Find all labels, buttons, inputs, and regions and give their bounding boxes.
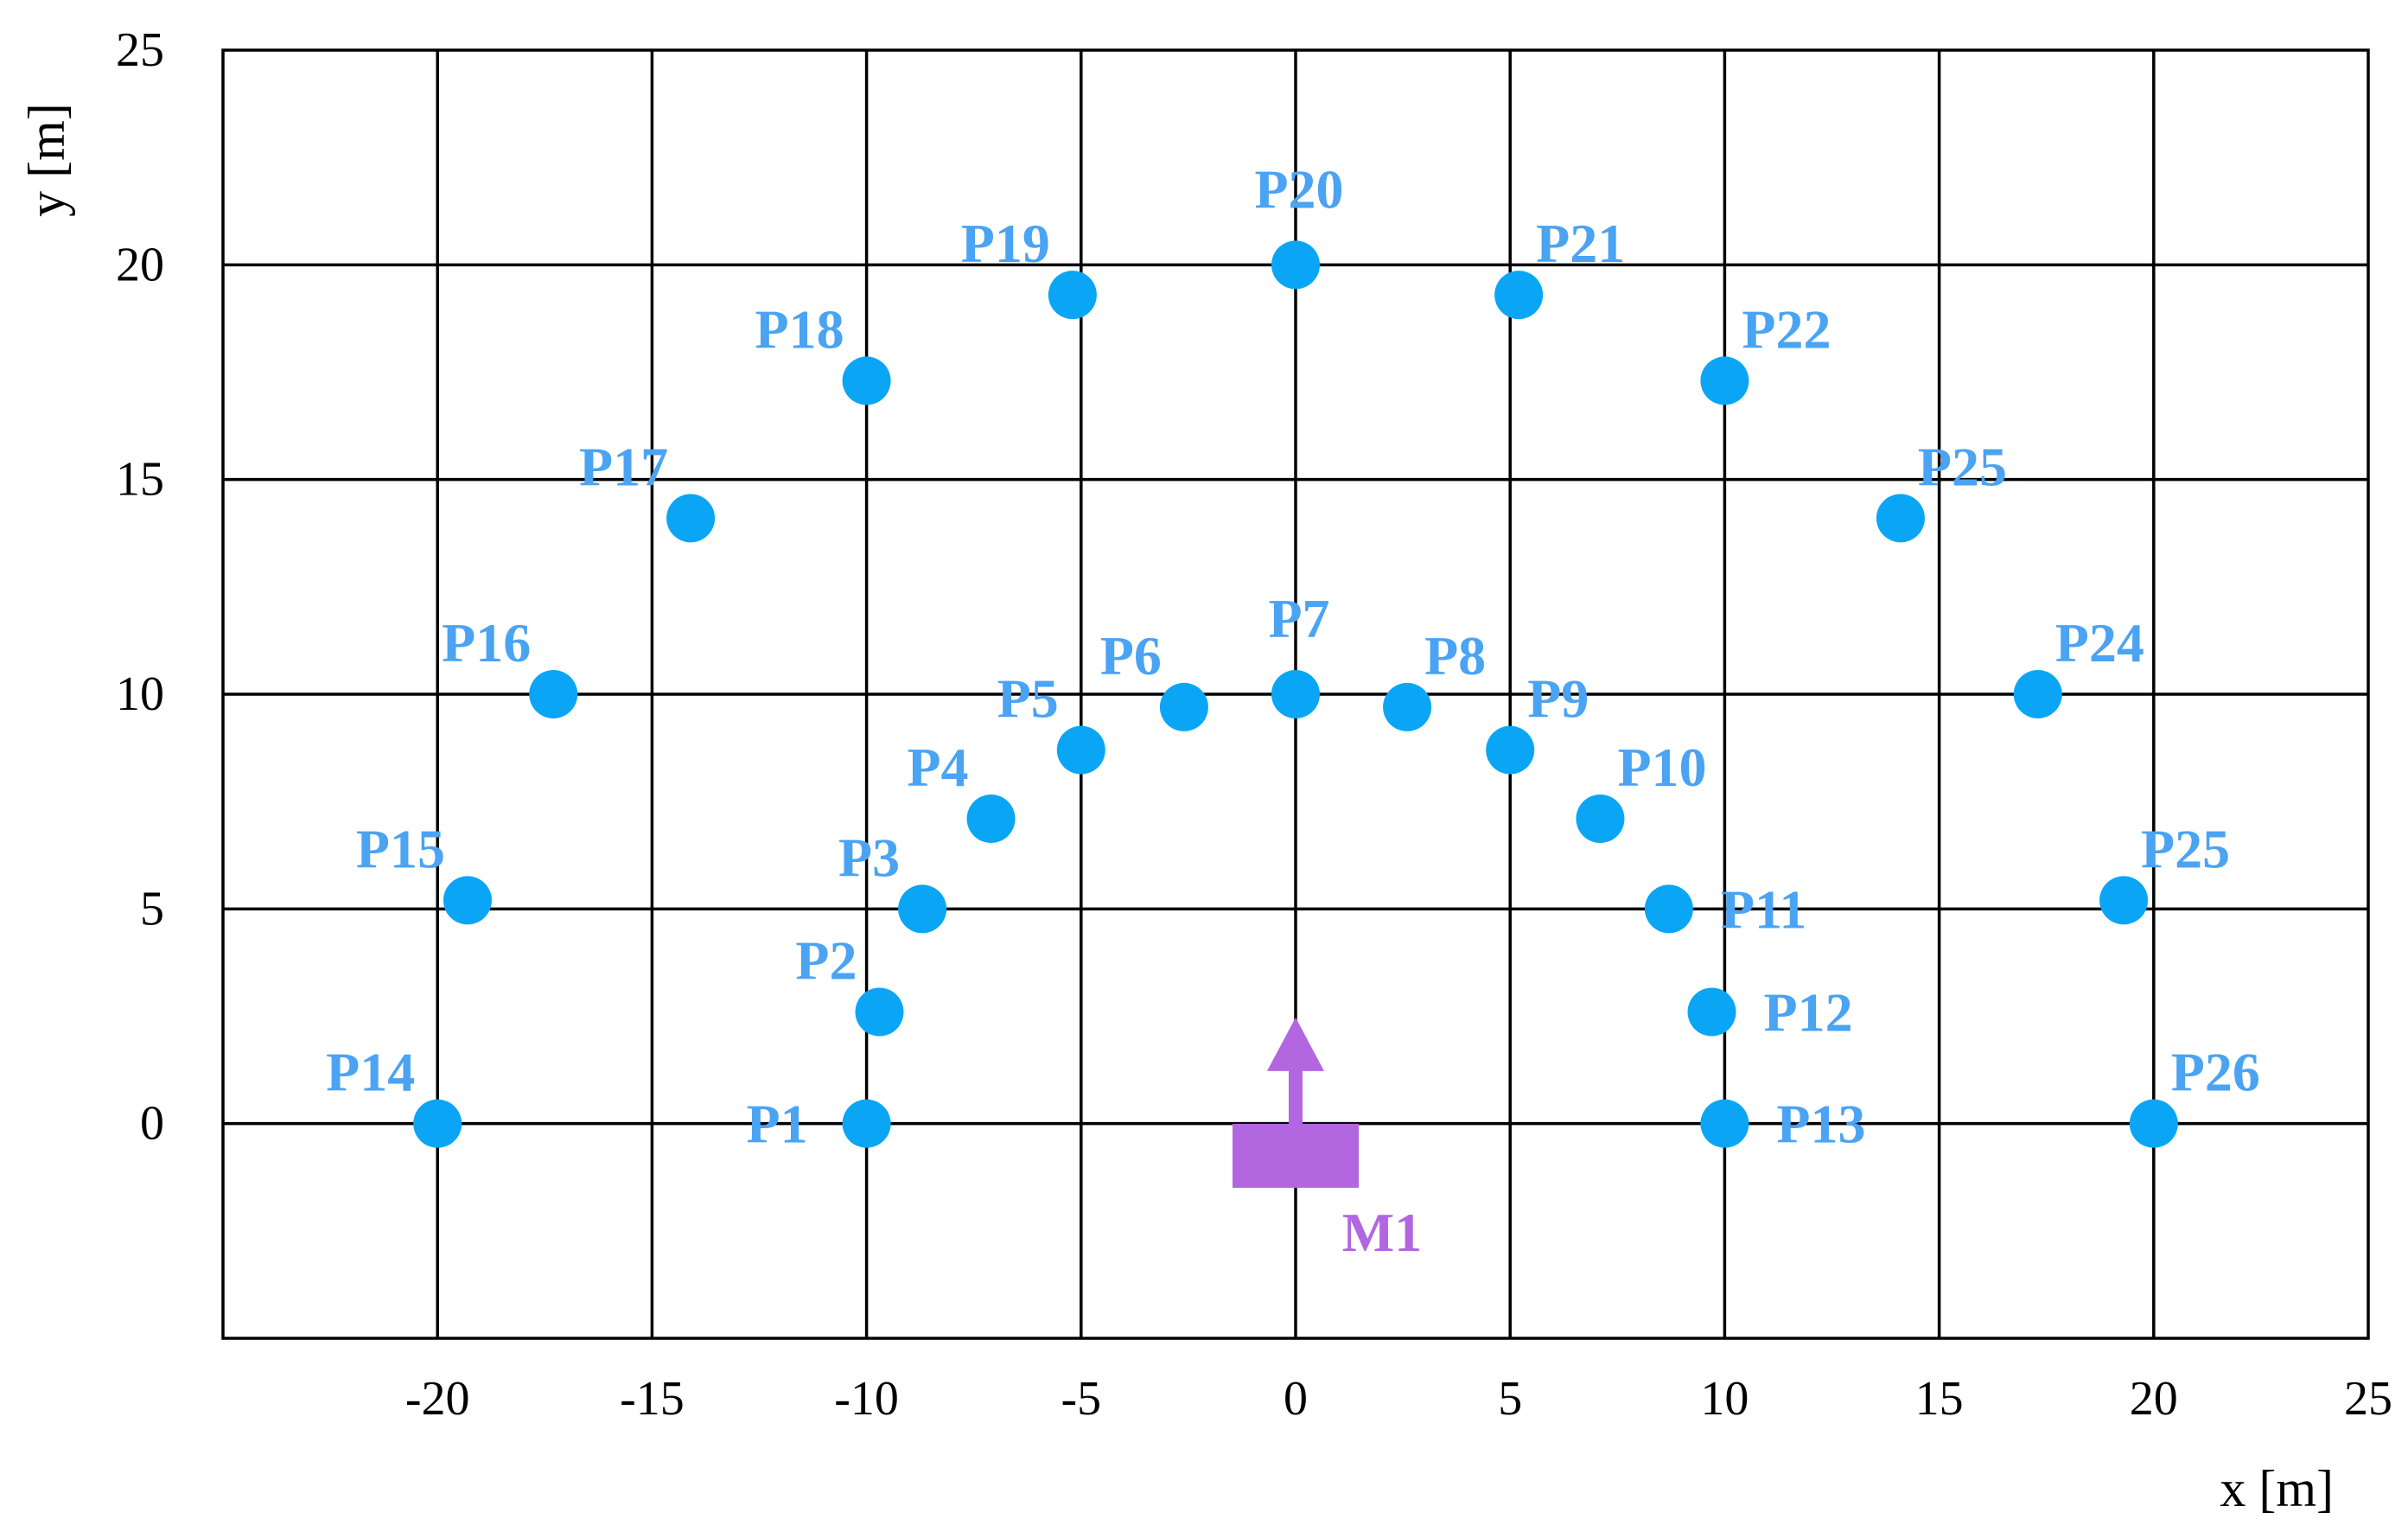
point-label: P6	[1100, 625, 1162, 686]
tick-labels: -20 -15 -10 -5 0 5 10 15 20 25 0 5 10 15 20 25	[116, 23, 2392, 1426]
data-point	[1271, 670, 1320, 718]
point-label: P10	[1617, 737, 1706, 798]
point-label: P8	[1424, 625, 1486, 686]
point-label: P3	[838, 826, 900, 888]
point-label: P17	[579, 436, 668, 497]
point-label: P5	[997, 668, 1059, 730]
microphone-marker: M1	[1233, 1017, 1422, 1263]
data-point	[842, 1099, 891, 1148]
data-point	[666, 494, 716, 543]
point-label: P12	[1764, 982, 1853, 1043]
point-label: P16	[442, 612, 531, 673]
data-point	[2013, 670, 2062, 718]
data-point	[1056, 725, 1105, 775]
x-tick-label: 10	[1700, 1372, 1749, 1426]
x-tick-label: 20	[2130, 1372, 2178, 1426]
data-point	[1576, 795, 1625, 844]
y-tick-label: 5	[140, 882, 164, 935]
point-label: P11	[1721, 878, 1807, 940]
x-tick-label: 5	[1498, 1372, 1522, 1426]
x-tick-label: -10	[834, 1372, 899, 1426]
microphone-label: M1	[1342, 1202, 1422, 1263]
microphone-arrow-shaft	[1289, 1069, 1303, 1126]
point-label: P4	[907, 737, 968, 798]
point-label: P25	[2141, 818, 2230, 879]
plot-frame	[221, 48, 2370, 1340]
x-tick-label: -5	[1061, 1372, 1101, 1426]
point-label: P2	[795, 930, 857, 992]
y-axis-label: y [m]	[18, 103, 75, 217]
point-label: P18	[755, 298, 844, 360]
y-tick-label: 20	[116, 238, 164, 291]
point-label: P24	[2055, 612, 2144, 673]
point-label: P15	[356, 818, 445, 879]
y-tick-label: 10	[116, 667, 164, 721]
point-label: P26	[2171, 1042, 2260, 1103]
point-label: P1	[747, 1094, 808, 1155]
point-label: P21	[1536, 213, 1625, 274]
data-point	[1700, 1099, 1749, 1148]
point-label: P14	[326, 1042, 415, 1103]
point-label: P7	[1268, 588, 1329, 649]
data-point	[1383, 682, 1432, 731]
data-point	[413, 1099, 462, 1148]
data-point	[1486, 725, 1535, 775]
data-point	[842, 356, 891, 405]
data-point	[443, 876, 492, 925]
y-tick-label: 25	[116, 23, 164, 77]
x-axis-label: x [m]	[2220, 1460, 2334, 1517]
microphone-arrow-head	[1267, 1017, 1324, 1071]
microphone-body	[1233, 1123, 1359, 1188]
point-label: P9	[1527, 668, 1589, 730]
data-point	[966, 795, 1016, 844]
data-point	[855, 987, 904, 1037]
data-point	[2099, 876, 2149, 925]
data-point	[1271, 240, 1320, 290]
point-label: P13	[1776, 1094, 1865, 1155]
data-point	[1159, 682, 1208, 731]
x-tick-label: 0	[1284, 1372, 1308, 1426]
data-point	[898, 884, 947, 934]
data-point	[1700, 356, 1749, 405]
data-point	[1048, 271, 1097, 320]
data-point	[529, 670, 578, 718]
x-tick-label: -20	[405, 1372, 470, 1426]
data-point	[1876, 494, 1925, 543]
x-tick-label: 25	[2344, 1372, 2392, 1426]
data-point	[1644, 884, 1693, 934]
y-tick-label: 15	[116, 453, 164, 507]
x-tick-label: -15	[620, 1372, 685, 1426]
x-tick-label: 15	[1915, 1372, 1964, 1426]
y-tick-label: 0	[140, 1097, 164, 1151]
data-point	[1494, 271, 1544, 320]
point-label: P22	[1742, 298, 1831, 360]
point-label: P19	[961, 213, 1050, 274]
data-point	[2129, 1099, 2178, 1148]
data-point	[1687, 987, 1736, 1037]
point-label: P25	[1918, 436, 2007, 497]
point-label: P20	[1254, 158, 1343, 220]
